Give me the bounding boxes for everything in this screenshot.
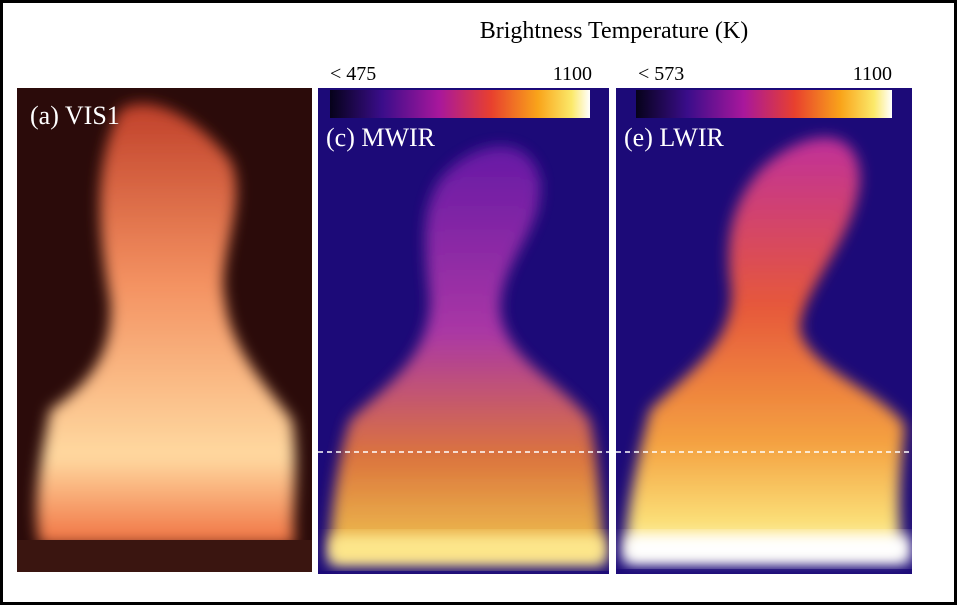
colorbar-max-label: 1100 — [553, 63, 592, 85]
panel-label: (e) LWIR — [624, 123, 725, 152]
colorbar — [330, 90, 590, 118]
figure-title: Brightness Temperature (K) — [480, 18, 748, 44]
panel-vis — [17, 88, 312, 572]
panel-label: (c) MWIR — [326, 123, 436, 152]
panel-lwir — [616, 88, 912, 574]
colorbar — [636, 90, 892, 118]
colorbar-max-label: 1100 — [853, 63, 892, 85]
panel-label: (a) VIS1 — [30, 101, 120, 130]
colorbar-min-label: < 573 — [638, 63, 684, 85]
colorbar-min-label: < 475 — [330, 63, 376, 85]
panel-mwir — [318, 88, 609, 574]
